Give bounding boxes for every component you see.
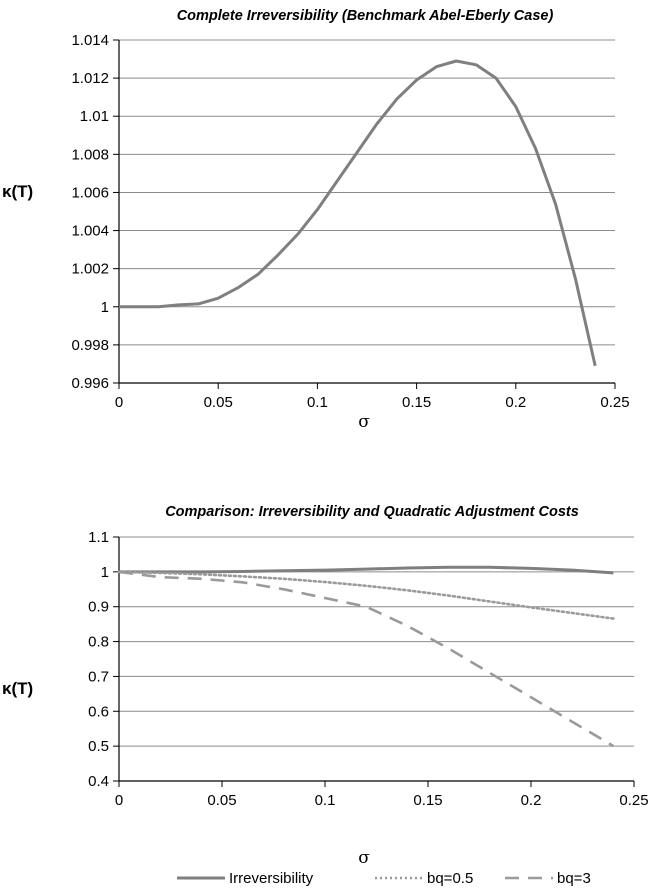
y-tick-label: 1 — [101, 299, 109, 316]
y-tick-label: 1.01 — [80, 108, 109, 125]
series-line-series-0 — [119, 59, 597, 367]
y-tick-label: 1.008 — [71, 146, 109, 163]
y-tick-label: 1.006 — [71, 184, 109, 201]
chart-bottom-axes — [118, 537, 634, 782]
chart-bottom-yticks: 0.4 0.5 0.6 0.7 0.8 0.9 1 1.1 — [88, 529, 119, 790]
x-tick-label: 0.15 — [402, 394, 431, 411]
chart-bottom-title: Comparison: Irreversibility and Quadrati… — [165, 504, 579, 520]
chart-bottom-ylabel: κ(T) — [2, 679, 33, 698]
x-tick-label: 0.2 — [505, 394, 526, 411]
legend-label: bq=0.5 — [427, 870, 473, 887]
chart-top-series — [119, 59, 597, 367]
x-tick-label: 0 — [115, 792, 123, 809]
x-tick-label: 0 — [115, 394, 123, 411]
chart-top: Complete Irreversibility (Benchmark Abel… — [2, 8, 630, 432]
y-tick-label: 1.014 — [71, 32, 109, 49]
series-line-bq-3 — [118, 570, 615, 748]
chart-bottom-xlabel: σ — [358, 848, 370, 868]
series-line-irreversibility — [119, 565, 614, 575]
y-tick-label: 0.5 — [88, 738, 109, 755]
x-tick-label: 0.15 — [413, 792, 442, 809]
chart-bottom-xticks: 0 0.05 0.1 0.15 0.2 0.25 — [115, 781, 648, 809]
legend-label: Irreversibility — [229, 870, 314, 887]
chart-bottom-legend: Irreversibility bq=0.5 bq=3 — [177, 870, 591, 887]
legend-label: bq=3 — [557, 870, 591, 887]
y-tick-label: 1.002 — [71, 261, 109, 278]
y-tick-label: 0.9 — [88, 599, 109, 616]
y-tick-label: 0.8 — [88, 634, 109, 651]
chart-top-xticks: 0 0.05 0.1 0.15 0.2 0.25 — [115, 383, 630, 411]
chart-top-yticks: 0.996 0.998 1 1.002 1.004 1.006 1.008 1.01 1.012… — [71, 32, 119, 392]
y-tick-label: 1.1 — [88, 529, 109, 546]
y-tick-label: 1 — [101, 564, 109, 581]
chart-bottom: Comparison: Irreversibility and Quadrati… — [2, 504, 648, 887]
y-tick-label: 0.6 — [88, 703, 109, 720]
x-tick-label: 0.05 — [207, 792, 236, 809]
x-tick-label: 0.2 — [521, 792, 542, 809]
chart-top-grid — [119, 39, 615, 346]
y-tick-label: 1.004 — [71, 223, 109, 240]
x-tick-label: 0.25 — [600, 394, 629, 411]
chart-top-title: Complete Irreversibility (Benchmark Abel… — [177, 8, 554, 24]
x-tick-label: 0.1 — [307, 394, 328, 411]
y-tick-label: 0.7 — [88, 668, 109, 685]
y-tick-label: 0.4 — [88, 773, 109, 790]
series-line-bq-0-5 — [117, 570, 615, 620]
chart-bottom-series — [117, 565, 615, 748]
y-tick-label: 0.996 — [71, 375, 109, 392]
x-tick-label: 0.1 — [315, 792, 336, 809]
chart-top-axes — [118, 40, 615, 384]
x-tick-label: 0.25 — [619, 792, 648, 809]
y-tick-label: 0.998 — [71, 337, 109, 354]
y-tick-label: 1.012 — [71, 70, 109, 87]
chart-top-ylabel: κ(T) — [2, 182, 33, 201]
x-tick-label: 0.05 — [204, 394, 233, 411]
chart-top-xlabel: σ — [358, 412, 370, 432]
